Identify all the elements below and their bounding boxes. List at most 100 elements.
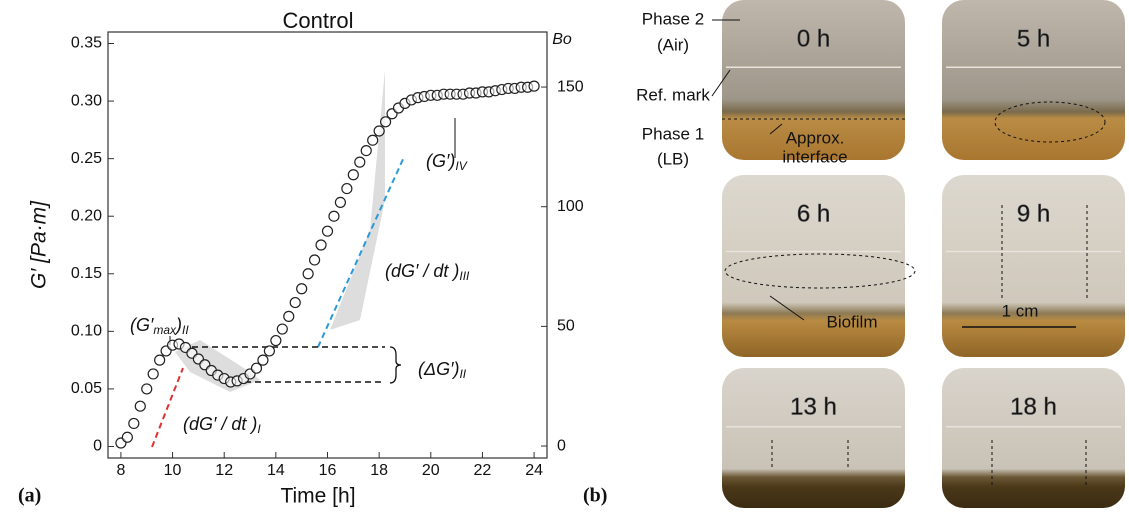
tile-label: 18 h — [1010, 393, 1057, 420]
pointer — [769, 295, 805, 321]
y2-tick-label: 150 — [557, 78, 584, 95]
data-point — [154, 354, 166, 366]
photo-tile — [722, 0, 905, 160]
x-tick-label: 24 — [525, 462, 543, 479]
inner-label: Biofilm — [826, 312, 877, 331]
tile-label: 6 h — [797, 200, 830, 227]
panel-label: (b) — [583, 485, 607, 507]
highlight — [724, 253, 916, 289]
panel-label: (a) — [18, 485, 41, 507]
x-tick-label: 16 — [319, 462, 337, 479]
annotation: (dG′ / dt )III — [385, 261, 470, 283]
highlight — [994, 101, 1106, 143]
y-tick-label: 0.05 — [71, 380, 102, 397]
y2-tick-label: 100 — [557, 198, 584, 215]
tile-label: 13 h — [790, 393, 837, 420]
tile-label: 9 h — [1017, 200, 1050, 227]
data-point — [528, 80, 540, 92]
slope-line — [151, 367, 184, 448]
data-point — [283, 310, 295, 322]
inner-label: interface — [782, 147, 847, 166]
data-point — [250, 362, 263, 374]
y2-axis-label: Bo — [552, 31, 572, 48]
data-point — [289, 296, 301, 309]
photo-tile — [722, 175, 905, 357]
x-tick-label: 22 — [474, 462, 492, 479]
x-tick-label: 10 — [164, 462, 182, 479]
annotation-part: max — [153, 323, 177, 337]
data-point — [328, 210, 340, 222]
data-point — [315, 239, 327, 251]
annotation-part: (dG′ / dt ) — [183, 414, 257, 434]
brace — [389, 346, 402, 384]
data-point — [373, 125, 385, 137]
data-point — [380, 116, 392, 128]
photo-tile — [942, 0, 1125, 160]
data-point — [257, 354, 269, 366]
annotation-part: (G′) — [426, 151, 455, 171]
pointer — [769, 123, 783, 135]
data-point — [367, 134, 379, 146]
photo-panel: 0 h 5 h 6 h 9 h 13 h 18 h Phase 2 (Air) Ref. mar… — [636, 0, 1125, 508]
x-tick-label: 20 — [422, 462, 440, 479]
x-tick-label: 12 — [215, 462, 233, 479]
annotation-part: (dG′ / dt ) — [385, 261, 459, 281]
y-tick-label: 0.35 — [71, 35, 102, 52]
data-point — [321, 225, 334, 237]
data-point — [147, 368, 159, 380]
data-point — [334, 196, 347, 208]
side-label: Phase 2 — [642, 9, 704, 28]
y-tick-label: 0 — [93, 438, 102, 455]
annotation-part: I — [257, 422, 261, 436]
data-point — [134, 400, 146, 412]
photo-tile — [942, 175, 1125, 357]
slope-line — [317, 156, 405, 348]
annotation: (G′)IV — [426, 151, 468, 173]
y2-tick-label: 50 — [557, 318, 575, 335]
error-band — [330, 70, 385, 330]
data-point — [128, 417, 140, 430]
data-point — [347, 169, 359, 181]
side-label: Phase 1 — [642, 124, 704, 143]
data-point — [308, 254, 321, 266]
tile-label: 0 h — [797, 25, 830, 52]
data-point — [141, 383, 153, 395]
data-point — [341, 182, 353, 195]
y2-tick-label: 0 — [557, 437, 566, 454]
annotation-part: (ΔG′) — [418, 359, 459, 379]
annotation-part: (G′ — [130, 315, 154, 335]
data-point — [360, 144, 372, 157]
side-label: (LB) — [657, 149, 689, 168]
y-tick-label: 0.10 — [71, 323, 102, 340]
data-point — [354, 156, 366, 168]
photo-tile — [722, 368, 905, 508]
y-tick-label: 0.25 — [71, 150, 102, 167]
data-point — [263, 345, 275, 357]
x-tick-label: 14 — [267, 462, 285, 479]
data-point — [270, 334, 282, 347]
data-point — [296, 283, 308, 295]
inner-label: 1 cm — [1002, 301, 1039, 320]
tile-label: 5 h — [1017, 25, 1050, 52]
annotation-part: III — [459, 269, 470, 283]
data-point — [302, 268, 314, 280]
pointer — [711, 69, 731, 97]
chart-title: Control — [283, 8, 354, 33]
annotation-part: II — [459, 367, 466, 381]
annotation-part: II — [182, 323, 189, 337]
y-tick-label: 0.15 — [71, 265, 102, 282]
x-tick-label: 18 — [370, 462, 388, 479]
annotation: (dG′ / dt )I — [183, 414, 261, 436]
side-label: (Air) — [657, 35, 689, 54]
annotation-part: IV — [455, 159, 467, 173]
side-label: Ref. mark — [636, 85, 710, 104]
annotation: (ΔG′)II — [418, 359, 467, 381]
y-tick-label: 0.30 — [71, 92, 102, 109]
data-point — [276, 323, 288, 335]
y-tick-label: 0.20 — [71, 207, 102, 224]
inner-label: Approx. — [786, 128, 845, 147]
annotation: (G′max)II — [130, 315, 189, 337]
annotation-part: ) — [174, 315, 182, 335]
x-tick-label: 8 — [116, 462, 125, 479]
